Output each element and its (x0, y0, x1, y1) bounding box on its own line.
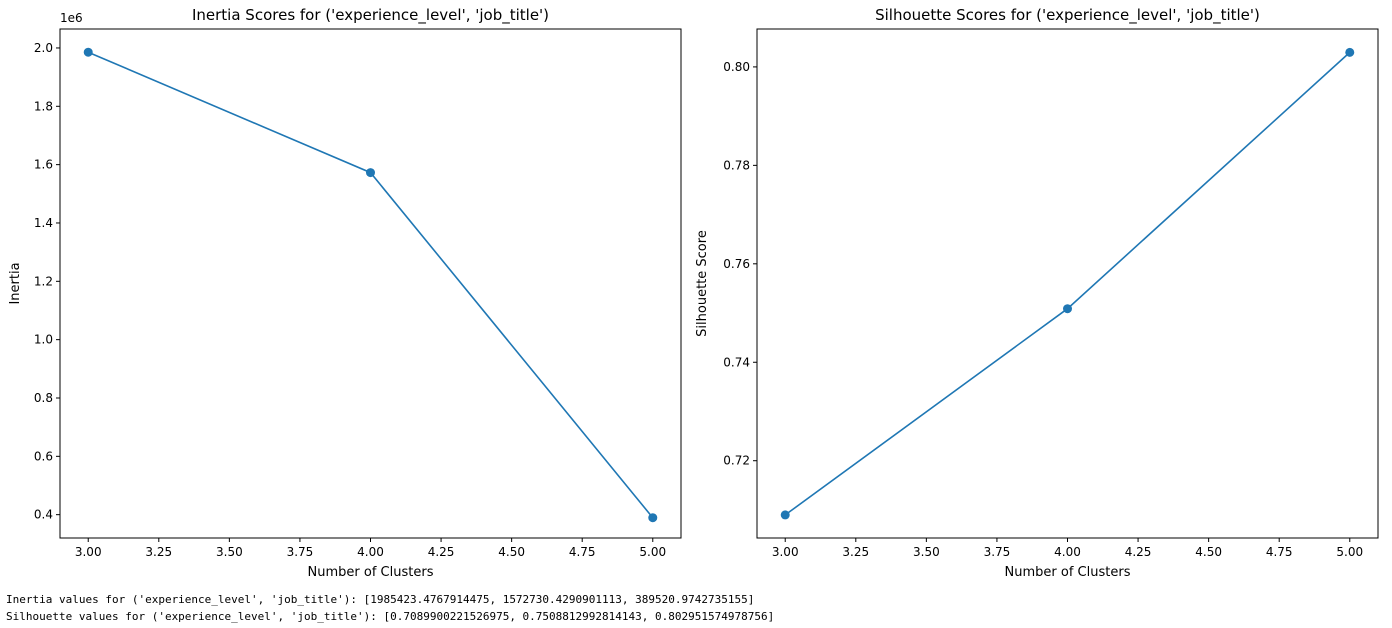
inertia-y-axis-label: Inertia (8, 262, 23, 304)
inertia-axes-frame (59, 28, 682, 539)
inertia-ytick-label: 0.6 (34, 449, 53, 463)
silhouette-data-point (780, 510, 790, 520)
inertia-chart-title: Inertia Scores for ('experience_level', … (192, 6, 549, 25)
silhouette-ytick-label: 0.74 (723, 355, 750, 369)
silhouette-xtick-label: 3.50 (913, 545, 940, 559)
inertia-xtick-label: 3.75 (287, 545, 314, 559)
silhouette-xtick-label: 5.00 (1336, 545, 1363, 559)
inertia-ytick-label: 1.4 (34, 216, 53, 230)
inertia-data-point (83, 47, 93, 57)
silhouette-ytick-label: 0.80 (723, 60, 750, 74)
inertia-series-line (87, 51, 654, 519)
inertia-x-axis-label: Number of Clusters (308, 565, 434, 580)
inertia-xtick-label: 3.50 (216, 545, 243, 559)
inertia-chart: 3.00 3.25 3.50 3.75 4.00 4.25 4.50 4.75 5.00 0.4 0… (8, 6, 682, 580)
silhouette-chart: 3.00 3.25 3.50 3.75 4.00 4.25 4.50 4.75 5.00 0.72… (695, 6, 1379, 580)
silhouette-xtick-label: 3.75 (984, 545, 1011, 559)
inertia-ytick-label: 2.0 (34, 41, 53, 55)
silhouette-y-axis-label: Silhouette Score (695, 230, 710, 337)
inertia-offset-label: 1e6 (60, 11, 83, 25)
silhouette-axes-frame (756, 28, 1379, 539)
inertia-xtick-label: 4.00 (357, 545, 384, 559)
inertia-ytick-label: 0.8 (34, 391, 53, 405)
silhouette-ytick-label: 0.78 (723, 158, 750, 172)
inertia-values-output: Inertia values for ('experience_level', … (6, 593, 755, 606)
silhouette-chart-title: Silhouette Scores for ('experience_level… (875, 6, 1260, 25)
inertia-xtick-label: 3.00 (75, 545, 102, 559)
silhouette-ytick-label: 0.76 (723, 257, 750, 271)
inertia-xtick-label: 4.25 (428, 545, 455, 559)
inertia-ytick-label: 1.6 (34, 158, 53, 172)
silhouette-xtick-label: 3.00 (772, 545, 799, 559)
inertia-xtick-label: 3.25 (145, 545, 172, 559)
inertia-ytick-label: 1.8 (34, 99, 53, 113)
silhouette-xtick-label: 4.75 (1266, 545, 1293, 559)
inertia-data-point (366, 168, 375, 178)
silhouette-xtick-label: 4.25 (1125, 545, 1152, 559)
silhouette-values-output: Silhouette values for ('experience_level… (6, 610, 775, 623)
inertia-ytick-label: 1.2 (34, 274, 53, 288)
silhouette-x-axis-label: Number of Clusters (1005, 565, 1131, 580)
silhouette-data-point (1063, 304, 1072, 314)
silhouette-xtick-label: 4.00 (1054, 545, 1081, 559)
silhouette-xtick-label: 4.50 (1195, 545, 1222, 559)
silhouette-series-line (784, 51, 1351, 516)
inertia-ytick-label: 1.0 (34, 333, 53, 347)
silhouette-ytick-label: 0.72 (723, 454, 750, 468)
inertia-xtick-label: 5.00 (639, 545, 666, 559)
inertia-xtick-label: 4.75 (569, 545, 596, 559)
inertia-xtick-label: 4.50 (498, 545, 525, 559)
inertia-data-point (648, 513, 658, 523)
silhouette-xtick-label: 3.25 (842, 545, 869, 559)
silhouette-data-point (1345, 47, 1355, 57)
inertia-ytick-label: 0.4 (34, 508, 53, 522)
